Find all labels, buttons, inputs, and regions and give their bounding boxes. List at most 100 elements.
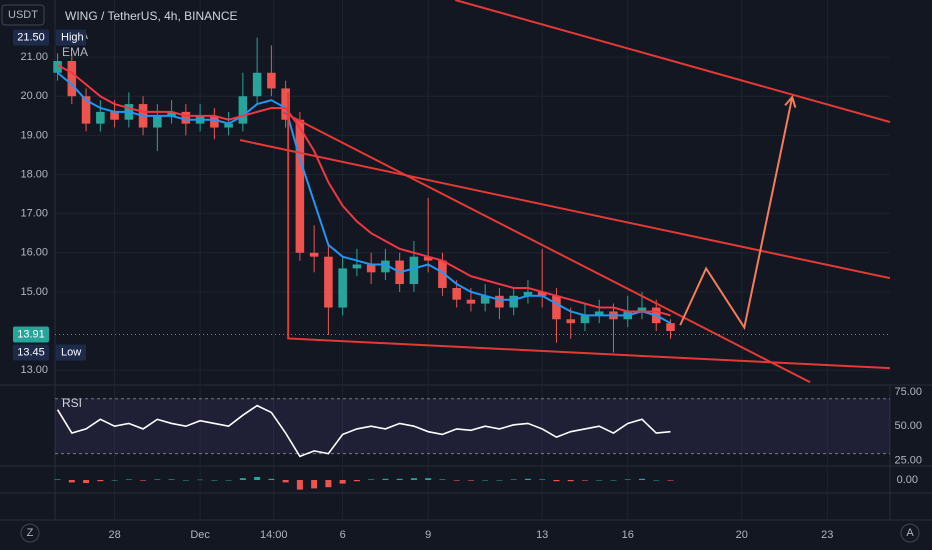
macd-bar bbox=[353, 480, 360, 482]
macd-bar bbox=[211, 480, 218, 481]
macd-bar bbox=[125, 479, 132, 480]
macd-bar bbox=[596, 480, 603, 481]
macd-bar bbox=[610, 480, 617, 481]
candle-body bbox=[366, 264, 376, 273]
y-tick-label: 20.00 bbox=[20, 90, 48, 102]
x-tick-label: 20 bbox=[736, 529, 748, 541]
symbol-title: WING / TetherUS, 4h, BINANCE bbox=[65, 9, 238, 23]
rsi-tick-label: 25.00 bbox=[894, 454, 922, 466]
macd-bar bbox=[296, 480, 303, 490]
macd-bar bbox=[510, 479, 517, 480]
macd-bar bbox=[482, 480, 489, 481]
candle-body bbox=[210, 115, 219, 128]
macd-bar bbox=[396, 478, 403, 480]
candle-body bbox=[81, 96, 91, 124]
x-tick-label: 16 bbox=[622, 529, 634, 541]
macd-bar bbox=[111, 480, 118, 481]
candle-body bbox=[252, 72, 262, 97]
x-tick-label: 6 bbox=[340, 529, 346, 541]
candle-body bbox=[637, 307, 647, 312]
corner-button[interactable] bbox=[20, 523, 40, 543]
candle-body bbox=[438, 260, 447, 288]
candle-body bbox=[324, 256, 333, 308]
rsi-tick-label: 75.00 bbox=[894, 386, 922, 398]
macd-bar bbox=[268, 478, 275, 480]
macd-bar bbox=[524, 478, 531, 480]
x-tick-label: 9 bbox=[425, 529, 431, 541]
price-tag-box bbox=[56, 344, 86, 361]
trend-line bbox=[239, 139, 891, 280]
x-tick-label: 28 bbox=[108, 529, 120, 541]
macd-bar bbox=[653, 480, 660, 481]
candle-body bbox=[309, 252, 319, 257]
x-tick-label: 13 bbox=[536, 529, 548, 541]
price-tag-box bbox=[56, 29, 86, 46]
candle-body bbox=[167, 111, 176, 116]
candle-body bbox=[523, 291, 533, 296]
price-label: 21.50 bbox=[17, 31, 45, 43]
y-tick-label: 15.00 bbox=[20, 286, 48, 298]
candle-body bbox=[409, 256, 419, 285]
candle-body bbox=[594, 311, 604, 316]
candle-body bbox=[238, 96, 248, 124]
macd-bar bbox=[410, 478, 417, 480]
candle-body bbox=[224, 123, 233, 128]
macd-bar bbox=[624, 479, 631, 480]
candle-body bbox=[153, 115, 162, 128]
trend-line bbox=[282, 111, 811, 384]
macd-bar bbox=[467, 480, 474, 481]
y-tick-label: 18.00 bbox=[20, 168, 48, 180]
macd-bar bbox=[382, 478, 389, 480]
candle-body bbox=[281, 88, 290, 120]
y-tick-label: 17.00 bbox=[20, 208, 48, 220]
candle-body bbox=[480, 295, 490, 304]
projection-path bbox=[679, 96, 794, 331]
macd-bar bbox=[254, 477, 261, 480]
macd-bar bbox=[54, 479, 61, 480]
macd-bar bbox=[325, 480, 332, 488]
y-tick-label: 13.00 bbox=[20, 364, 48, 376]
ema-line bbox=[56, 72, 671, 325]
price-label-box bbox=[13, 29, 49, 46]
macd-bar bbox=[282, 480, 289, 483]
macd-bar bbox=[311, 480, 318, 489]
macd-bar bbox=[225, 480, 232, 481]
macd-bar bbox=[638, 478, 645, 480]
candle-body bbox=[295, 119, 305, 253]
macd-bar bbox=[667, 480, 674, 481]
y-tick-label: 16.00 bbox=[20, 247, 48, 259]
y-tick-label: 21.00 bbox=[20, 51, 48, 63]
candle-body bbox=[181, 111, 191, 124]
candle-body bbox=[552, 295, 561, 320]
plot bbox=[53, 0, 891, 490]
trend-line bbox=[454, 0, 891, 124]
candle-body bbox=[381, 260, 390, 273]
macd-bar bbox=[97, 480, 104, 482]
macd-bar bbox=[83, 480, 90, 483]
currency-box[interactable] bbox=[1, 4, 45, 26]
candle-body bbox=[338, 268, 347, 308]
price-label: 13.45 bbox=[17, 346, 45, 358]
macd-bar bbox=[368, 479, 375, 480]
candle-body bbox=[267, 72, 276, 89]
x-tick-label: 14:00 bbox=[260, 529, 288, 541]
macd-bar bbox=[239, 478, 246, 480]
macd-bar bbox=[182, 480, 189, 481]
corner-button[interactable] bbox=[900, 523, 920, 543]
macd-bar bbox=[553, 480, 560, 482]
candle-body bbox=[566, 319, 575, 324]
macd-bar bbox=[140, 480, 147, 481]
macd-bar bbox=[68, 480, 75, 483]
macd-tick-label: 0.00 bbox=[897, 474, 918, 486]
price-label: 13.91 bbox=[17, 328, 45, 340]
candle-body bbox=[67, 61, 77, 97]
price-label-box bbox=[13, 326, 49, 343]
price-tag: High bbox=[61, 31, 84, 43]
legend-entry: EMA bbox=[62, 45, 88, 59]
macd-bar bbox=[439, 479, 446, 480]
labels: 28 Dec 14:00 6 9 13 16 20 23 21.00 20.00 19.00 18.00… bbox=[13, 28, 922, 541]
candle-body bbox=[53, 61, 62, 73]
rsi-title: RSI bbox=[62, 396, 82, 410]
